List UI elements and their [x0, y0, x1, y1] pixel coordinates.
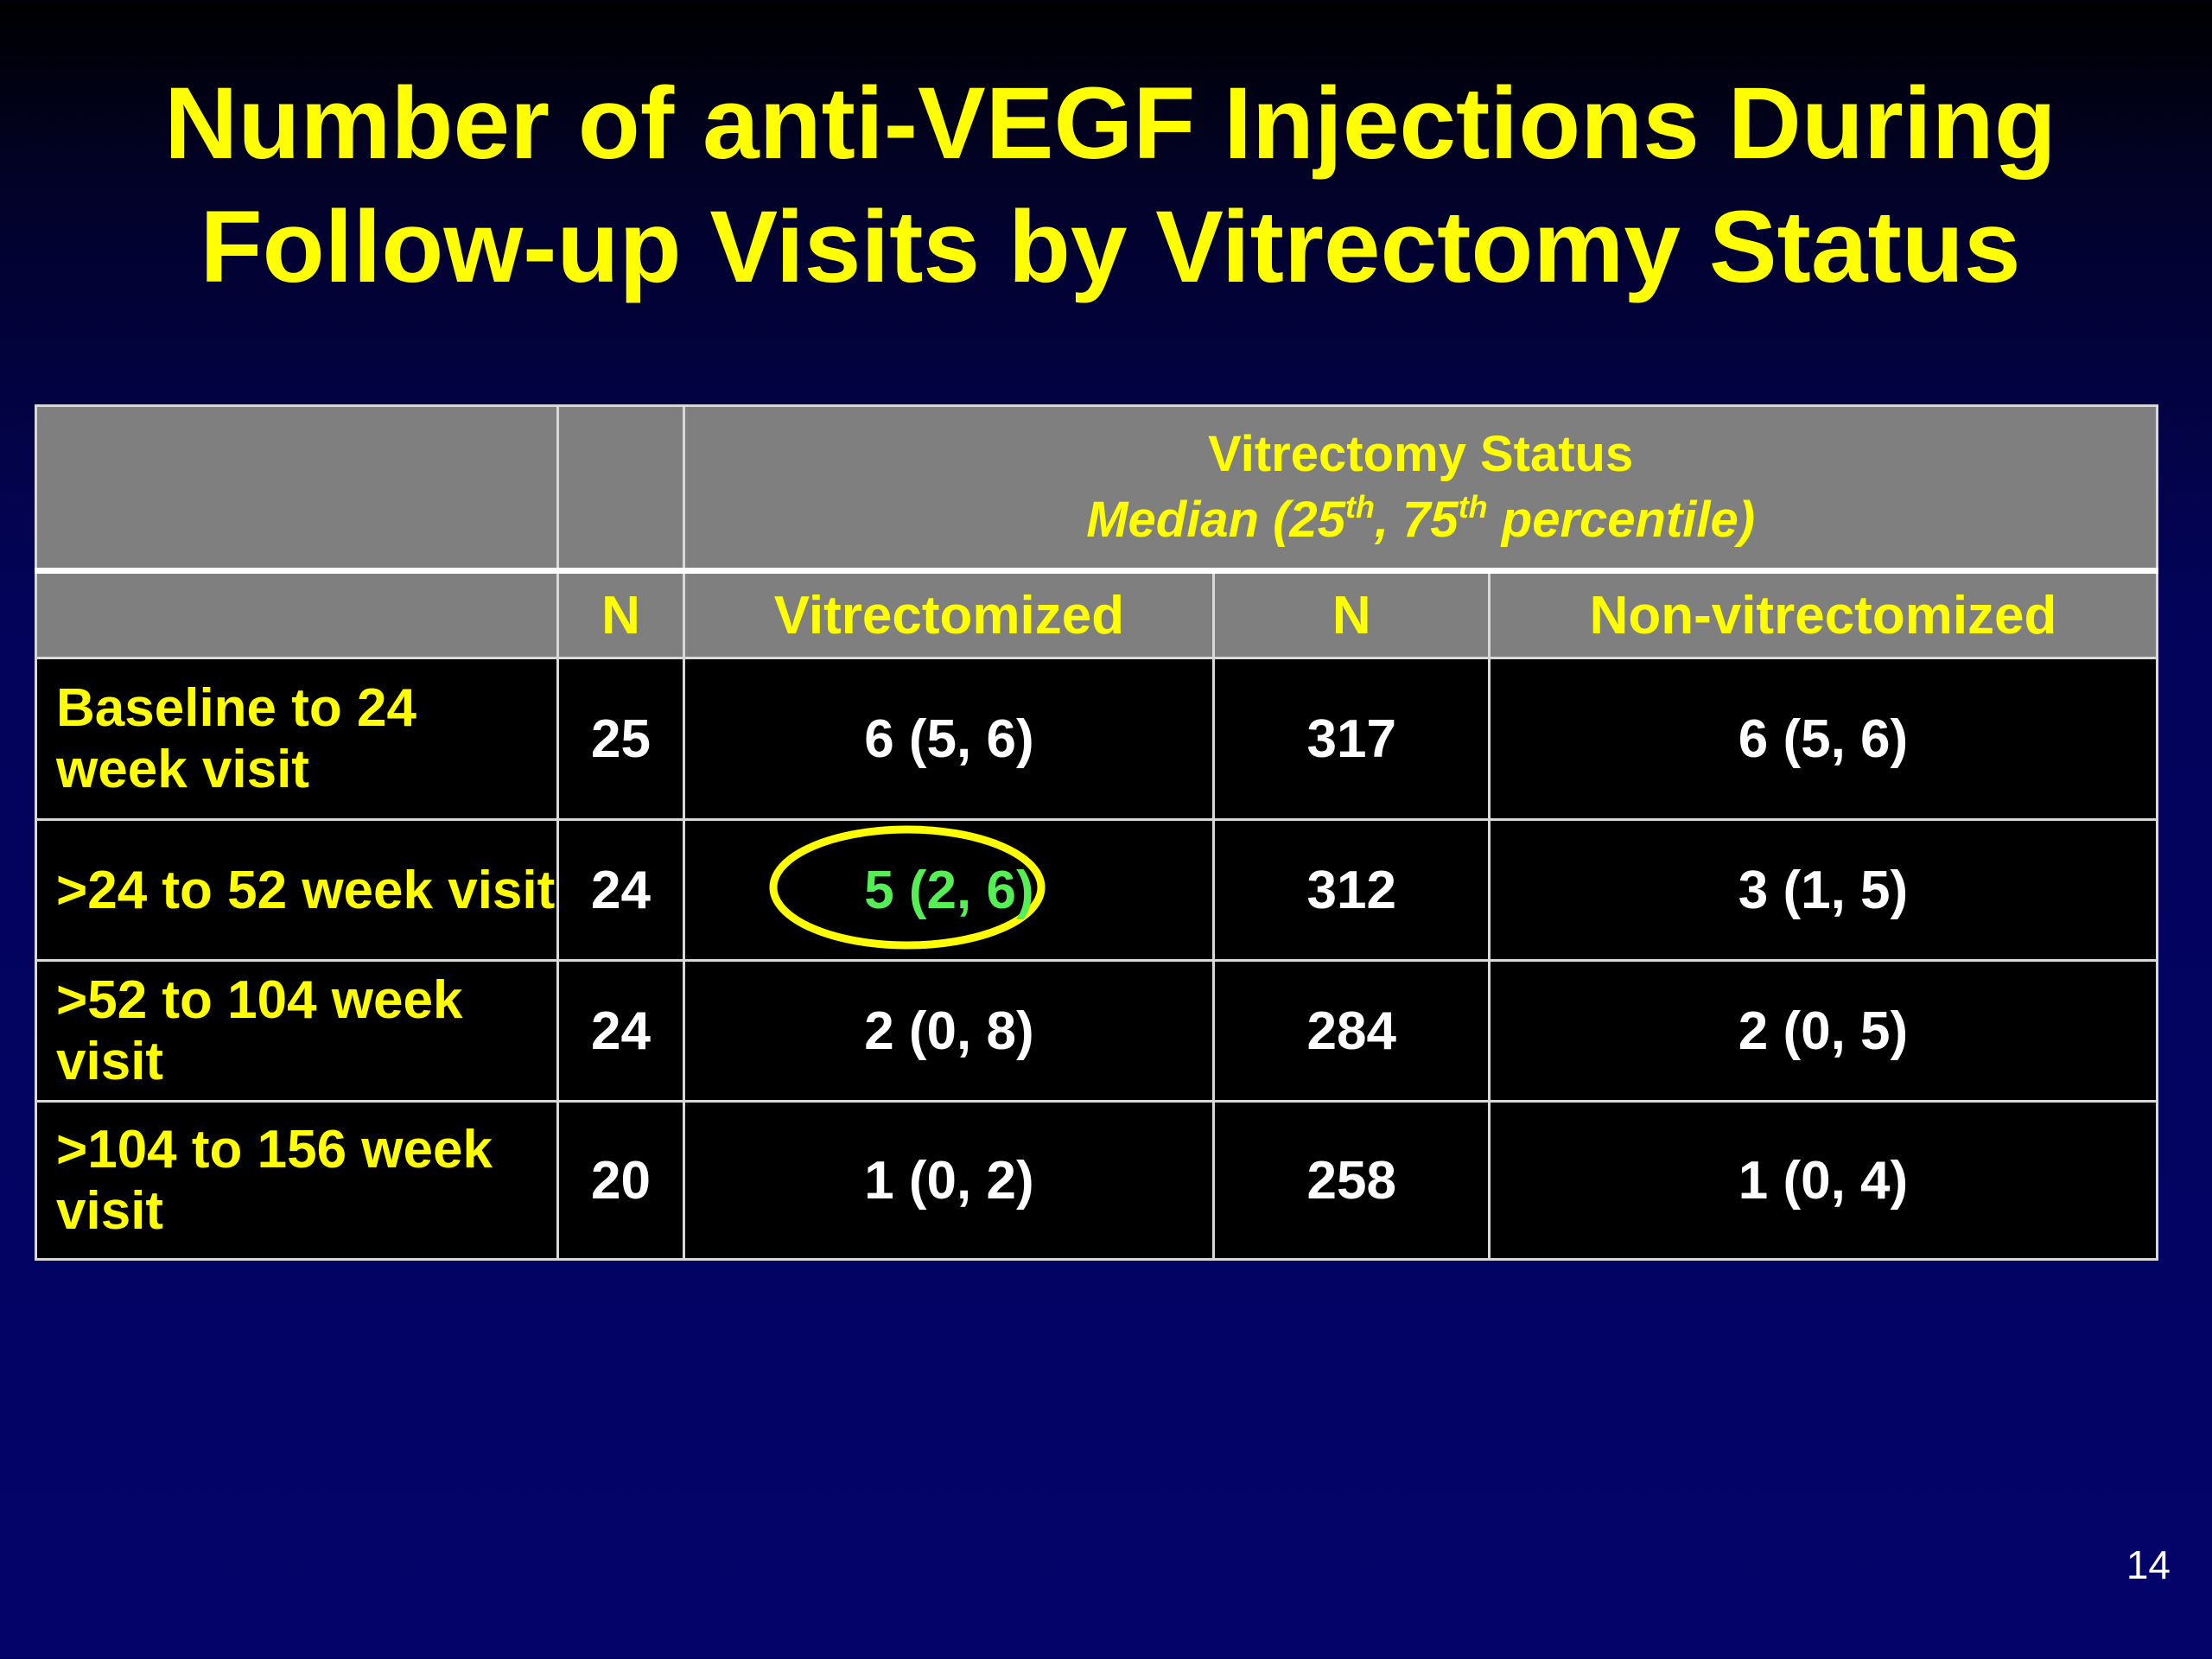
- empty-header-cell: [35, 404, 559, 572]
- row-label: >24 to 52 week visit: [35, 818, 559, 962]
- column-header-label: [35, 568, 559, 659]
- column-header-n-non-vitrectomized: N: [1212, 568, 1491, 659]
- n-vitrectomized-cell: 20: [556, 1100, 686, 1261]
- row-label: >104 to 156 week visit: [35, 1100, 559, 1261]
- table-row: >24 to 52 week visit 24 5 (2, 6) 312 3 (…: [35, 818, 2159, 962]
- title-line-2: Follow-up Visits by Vitrectomy Status: [200, 190, 2021, 304]
- group-header-subtitle: Median (25th, 75th percentile): [685, 487, 2156, 553]
- empty-header-cell: [556, 404, 686, 572]
- n-non-vitrectomized-cell: 284: [1212, 959, 1491, 1103]
- group-header-title: Vitrectomy Status: [1208, 426, 1634, 482]
- non-vitrectomized-cell: 3 (1, 5): [1487, 818, 2159, 962]
- column-header-vitrectomized: Vitrectomized: [683, 568, 1216, 659]
- subtitle-mid: , 75: [1374, 492, 1459, 548]
- vitrectomized-cell: 6 (5, 6): [683, 657, 1216, 821]
- group-header-row: Vitrectomy Status Median (25th, 75th per…: [35, 404, 2158, 572]
- slide-title: Number of anti-VEGF Injections During Fo…: [0, 62, 2212, 309]
- injections-table: Vitrectomy Status Median (25th, 75th per…: [35, 404, 2159, 1261]
- vitrectomy-status-header: Vitrectomy Status Median (25th, 75th per…: [683, 404, 2158, 572]
- vitrectomized-cell-highlighted: 5 (2, 6): [683, 818, 1216, 962]
- non-vitrectomized-cell: 6 (5, 6): [1487, 657, 2159, 821]
- row-label: >52 to 104 week visit: [35, 959, 559, 1103]
- highlighted-value: 5 (2, 6): [864, 860, 1034, 920]
- vitrectomized-cell: 2 (0, 8): [683, 959, 1216, 1103]
- title-line-1: Number of anti-VEGF Injections During: [164, 67, 2056, 181]
- column-header-n-vitrectomized: N: [556, 568, 686, 659]
- superscript-th: th: [1344, 489, 1375, 524]
- n-vitrectomized-cell: 24: [556, 959, 686, 1103]
- table-row: >104 to 156 week visit 20 1 (0, 2) 258 1…: [35, 1100, 2159, 1261]
- non-vitrectomized-cell: 2 (0, 5): [1487, 959, 2159, 1103]
- n-non-vitrectomized-cell: 317: [1212, 657, 1491, 821]
- vitrectomized-cell: 1 (0, 2): [683, 1100, 1216, 1261]
- n-vitrectomized-cell: 25: [556, 657, 686, 821]
- n-vitrectomized-cell: 24: [556, 818, 686, 962]
- n-non-vitrectomized-cell: 258: [1212, 1100, 1491, 1261]
- table-row: Baseline to 24 week visit 25 6 (5, 6) 31…: [35, 657, 2159, 821]
- subtitle-prefix: Median (25: [1086, 492, 1345, 548]
- non-vitrectomized-cell: 1 (0, 4): [1487, 1100, 2159, 1261]
- column-header-row: N Vitrectomized N Non-vitrectomized: [35, 568, 2159, 659]
- highlight-ellipse: [769, 825, 1046, 950]
- subtitle-suffix: percentile): [1487, 492, 1756, 548]
- n-non-vitrectomized-cell: 312: [1212, 818, 1491, 962]
- column-header-non-vitrectomized: Non-vitrectomized: [1487, 568, 2159, 659]
- superscript-th: th: [1458, 489, 1488, 524]
- row-label: Baseline to 24 week visit: [35, 657, 559, 821]
- page-number: 14: [2126, 1542, 2171, 1587]
- table-row: >52 to 104 week visit 24 2 (0, 8) 284 2 …: [35, 959, 2159, 1103]
